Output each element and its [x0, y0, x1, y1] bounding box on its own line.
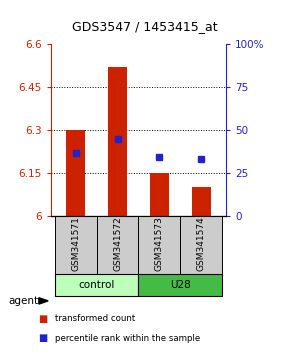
Bar	[97, 216, 139, 274]
Bar	[55, 274, 139, 296]
Text: GSM341573: GSM341573	[155, 217, 164, 272]
Text: control: control	[79, 280, 115, 290]
Bar	[192, 187, 211, 216]
Text: GSM341574: GSM341574	[197, 217, 206, 272]
Text: GSM341571: GSM341571	[71, 217, 80, 272]
Bar	[139, 216, 180, 274]
Bar	[108, 67, 127, 216]
Bar	[180, 216, 222, 274]
Bar	[55, 216, 97, 274]
Bar	[66, 130, 85, 216]
Text: ■: ■	[38, 333, 47, 343]
Text: ■: ■	[38, 314, 47, 324]
Bar	[139, 274, 222, 296]
Text: GSM341572: GSM341572	[113, 217, 122, 272]
Text: transformed count: transformed count	[55, 314, 135, 323]
Polygon shape	[39, 298, 48, 304]
Text: U28: U28	[170, 280, 191, 290]
Bar	[150, 173, 169, 216]
Text: percentile rank within the sample: percentile rank within the sample	[55, 333, 200, 343]
Text: GDS3547 / 1453415_at: GDS3547 / 1453415_at	[72, 20, 218, 33]
Text: agent: agent	[9, 296, 39, 306]
